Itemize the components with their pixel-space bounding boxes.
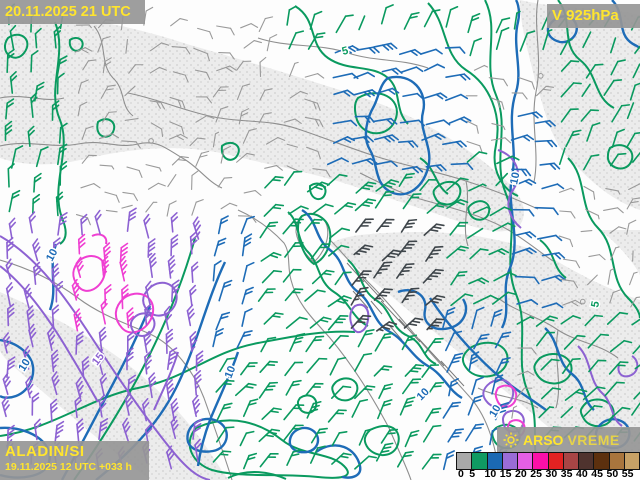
colorbar-tick: 45: [591, 468, 603, 480]
colorbar-tick: 50: [606, 468, 619, 480]
colorbar-tick: 10: [484, 468, 497, 480]
agency-logo-box: ARSO VREME: [497, 427, 640, 452]
colorbar-tick: 20: [515, 468, 527, 480]
colorbar-tick: 30: [545, 468, 558, 480]
contour-label: 10: [223, 364, 239, 380]
islands-lines: [346, 262, 465, 387]
contour-label: 10: [508, 171, 522, 185]
contour-label: 10: [415, 386, 432, 403]
sun-icon: [503, 432, 519, 447]
contour-layer-15: [0, 149, 639, 480]
valid-time-label: 20.11.2025 21 UTC: [0, 0, 145, 24]
colorbar-tick-labels: 0 5 10 15 20 25 30 35 40 45 50 55: [457, 468, 640, 480]
contour-label: 5: [589, 300, 602, 308]
colorbar-tick: 55: [621, 468, 634, 480]
wind-speed-colorbar: 0 5 10 15 20 25 30 35 40 45 50 55: [456, 452, 640, 480]
contour-layer-20: [72, 233, 526, 439]
colorbar-tick: 35: [560, 468, 573, 480]
field-level-label: V 925hPa: [547, 4, 640, 28]
colorbar-swatches: [456, 452, 640, 470]
colorbar-cell: [623, 452, 640, 470]
agency-name: ARSO: [523, 431, 564, 448]
contour-label: 10: [44, 247, 60, 263]
colorbar-tick: 5: [469, 468, 476, 480]
colorbar-tick: 0: [458, 468, 464, 480]
colorbar-tick: 25: [530, 468, 542, 480]
model-name-label: ALADIN/SI: [5, 443, 85, 460]
model-run-label: 19.11.2025 12 UTC +033 h: [5, 461, 132, 473]
product-name: VREME: [567, 431, 620, 448]
model-info-box: ALADIN/SI 19.11.2025 12 UTC +033 h: [0, 441, 149, 480]
contour-label: 5: [341, 45, 350, 58]
colorbar-tick: 15: [499, 468, 512, 480]
colorbar-tick: 40: [576, 468, 588, 480]
